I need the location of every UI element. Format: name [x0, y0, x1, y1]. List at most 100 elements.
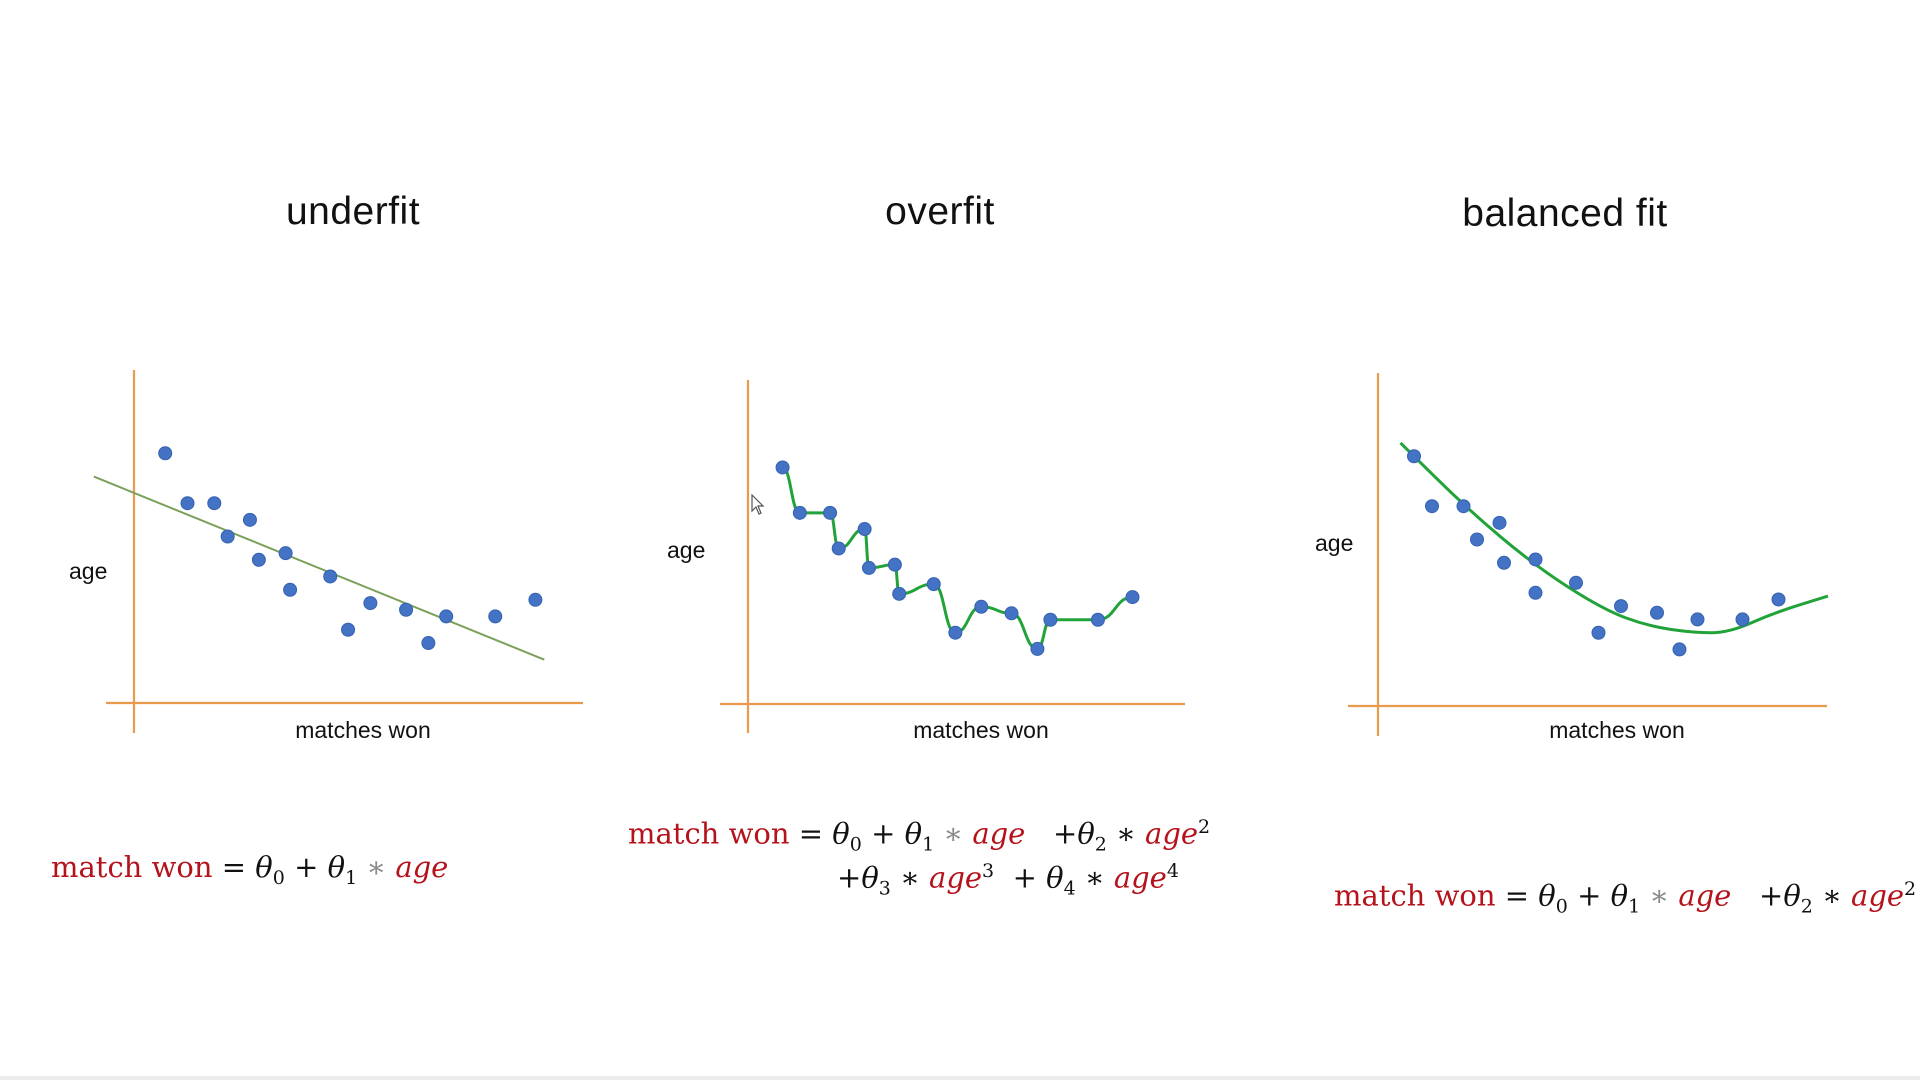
data-point — [1090, 612, 1105, 627]
data-point — [323, 569, 338, 584]
mouse-cursor-icon — [751, 494, 765, 515]
formula-age: age — [1145, 816, 1199, 851]
data-point — [1528, 552, 1543, 567]
data-point — [528, 592, 543, 607]
formula-exponent: 2 — [1904, 878, 1917, 900]
theta-symbol: θ — [1610, 878, 1629, 913]
formula-multiply: ∗ — [1084, 860, 1105, 895]
overfit-formula-line-1: match won = θ0 + θ1 ∗ age +θ2 ∗ age2 — [628, 816, 1210, 855]
theta-index: 1 — [345, 866, 358, 889]
data-point — [1407, 449, 1421, 464]
data-point — [207, 496, 222, 511]
formula-exponent: 2 — [1198, 816, 1211, 838]
data-point — [1497, 555, 1511, 570]
formula-plus: + — [837, 860, 862, 895]
data-point — [892, 586, 907, 601]
data-point — [948, 625, 963, 640]
balanced-fit-y-label: age — [1315, 530, 1354, 556]
formula-exponent: 4 — [1166, 860, 1179, 882]
theta-symbol: θ — [255, 850, 273, 884]
formula-plus: + — [1012, 860, 1037, 895]
overfit-curve — [781, 465, 1133, 651]
data-point — [831, 541, 846, 556]
formula-plus: + — [871, 816, 896, 851]
underfit-y-label: age — [69, 558, 108, 584]
formula-multiply: ∗ — [1822, 878, 1842, 913]
formula-age: age — [1113, 860, 1167, 895]
theta-index: 3 — [878, 877, 891, 900]
data-point — [363, 596, 378, 611]
data-point — [887, 557, 902, 572]
formula-equals: = — [798, 816, 824, 851]
theta-symbol: θ — [1077, 816, 1095, 851]
data-point — [792, 505, 807, 520]
data-point — [974, 599, 989, 614]
theta-symbol: θ — [904, 816, 923, 851]
formula-age: age — [972, 816, 1026, 851]
data-point — [1125, 590, 1140, 605]
data-point — [488, 609, 503, 624]
data-point — [926, 577, 941, 592]
formula-lhs: match won — [628, 816, 790, 851]
formula-exponent: 3 — [982, 860, 995, 882]
data-point — [242, 512, 257, 527]
theta-index: 0 — [1555, 895, 1568, 918]
data-point — [823, 505, 838, 520]
formula-multiply: ∗ — [366, 850, 387, 884]
data-point — [158, 446, 173, 461]
data-point — [1771, 592, 1786, 607]
data-point — [421, 636, 436, 651]
formula-plus: + — [1577, 878, 1602, 913]
theta-symbol: θ — [861, 860, 879, 895]
data-point — [1650, 605, 1664, 620]
data-point — [1735, 612, 1750, 627]
data-point — [1004, 606, 1019, 621]
overfit-y-label: age — [667, 537, 706, 563]
theta-index: 4 — [1063, 877, 1076, 900]
formula-plus: + — [1053, 816, 1078, 851]
formula-equals: = — [221, 850, 247, 884]
bottom-edge — [0, 1076, 1920, 1080]
theta-index: 1 — [1628, 895, 1641, 918]
data-point — [1591, 625, 1606, 640]
data-point — [341, 622, 356, 637]
overfit-formula-line-2: +θ3 ∗ age3 + θ4 ∗ age4 — [837, 860, 1179, 899]
data-point — [1456, 499, 1471, 514]
underfit-x-label: matches won — [295, 717, 431, 743]
theta-index: 1 — [922, 833, 935, 856]
balanced-fit-x-label: matches won — [1549, 717, 1685, 743]
formula-plus: + — [1759, 878, 1784, 913]
data-point — [1043, 612, 1058, 627]
data-point — [1690, 612, 1705, 627]
underfit-title: underfit — [285, 190, 421, 233]
data-point — [399, 602, 414, 617]
data-point — [857, 522, 872, 537]
data-point — [1492, 515, 1507, 530]
data-point — [1569, 575, 1583, 590]
theta-index: 2 — [1094, 833, 1107, 856]
data-point — [1672, 642, 1687, 657]
balanced-fit-formula: match won = θ0 + θ1 ∗ age +θ2 ∗ age2 — [1334, 878, 1916, 917]
data-point — [1470, 532, 1484, 547]
data-point — [775, 460, 790, 475]
data-point — [251, 552, 266, 567]
data-point — [278, 546, 293, 561]
data-point — [180, 496, 195, 511]
theta-symbol: θ — [327, 850, 346, 884]
data-point — [439, 609, 454, 624]
data-point — [283, 582, 298, 597]
balanced-fit-title: balanced fit — [1462, 192, 1668, 235]
theta-symbol: θ — [1538, 878, 1556, 913]
formula-multiply: ∗ — [1649, 878, 1670, 913]
data-point — [1614, 599, 1628, 614]
formula-age: age — [1851, 878, 1905, 913]
formula-multiply: ∗ — [900, 860, 920, 895]
overfit-x-label: matches won — [913, 717, 1049, 743]
formula-age: age — [395, 850, 449, 884]
overfit-title: overfit — [885, 190, 995, 233]
theta-index: 0 — [272, 866, 285, 889]
linear-fit-line — [93, 475, 545, 661]
data-point — [1425, 499, 1439, 514]
theta-symbol: θ — [1046, 860, 1064, 895]
